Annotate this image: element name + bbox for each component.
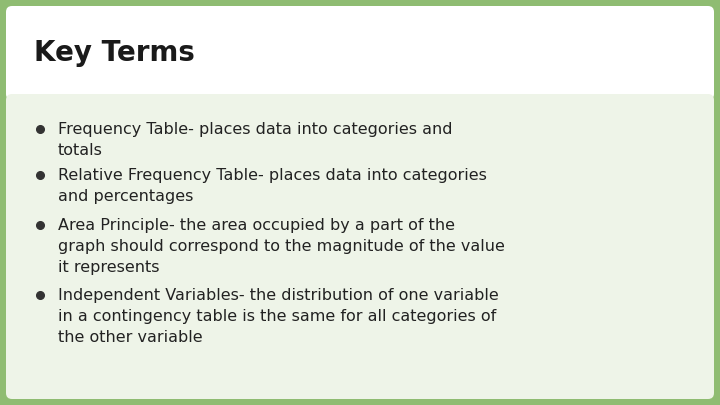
Text: Independent Variables- the distribution of one variable
in a contingency table i: Independent Variables- the distribution … xyxy=(58,288,499,345)
Text: Frequency Table- places data into categories and
totals: Frequency Table- places data into catego… xyxy=(58,122,452,158)
Text: Key Terms: Key Terms xyxy=(34,39,195,67)
FancyBboxPatch shape xyxy=(6,94,714,399)
Text: Relative Frequency Table- places data into categories
and percentages: Relative Frequency Table- places data in… xyxy=(58,168,487,204)
Text: Area Principle- the area occupied by a part of the
graph should correspond to th: Area Principle- the area occupied by a p… xyxy=(58,218,505,275)
FancyBboxPatch shape xyxy=(6,6,714,100)
